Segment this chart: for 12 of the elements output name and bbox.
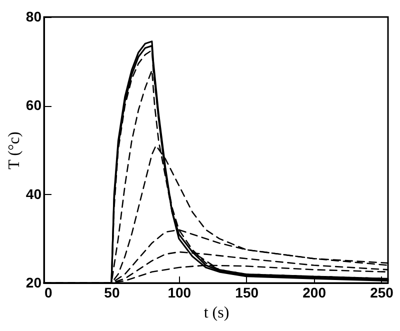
x-tick-label: 50 xyxy=(104,284,120,300)
y-tick-label: 20 xyxy=(26,274,42,290)
x-tick-label: 100 xyxy=(168,284,192,300)
x-tick-label: 250 xyxy=(370,284,394,300)
x-tick-label: 150 xyxy=(235,284,259,300)
x-tick-label: 0 xyxy=(44,284,52,300)
y-tick-label: 60 xyxy=(26,97,42,114)
x-tick-label: 200 xyxy=(302,284,326,300)
x-axis-title: t (s) xyxy=(204,304,230,322)
y-tick-label: 40 xyxy=(26,186,42,202)
y-axis-title: T (°c) xyxy=(6,132,23,170)
y-tick-label: 80 xyxy=(26,8,42,24)
